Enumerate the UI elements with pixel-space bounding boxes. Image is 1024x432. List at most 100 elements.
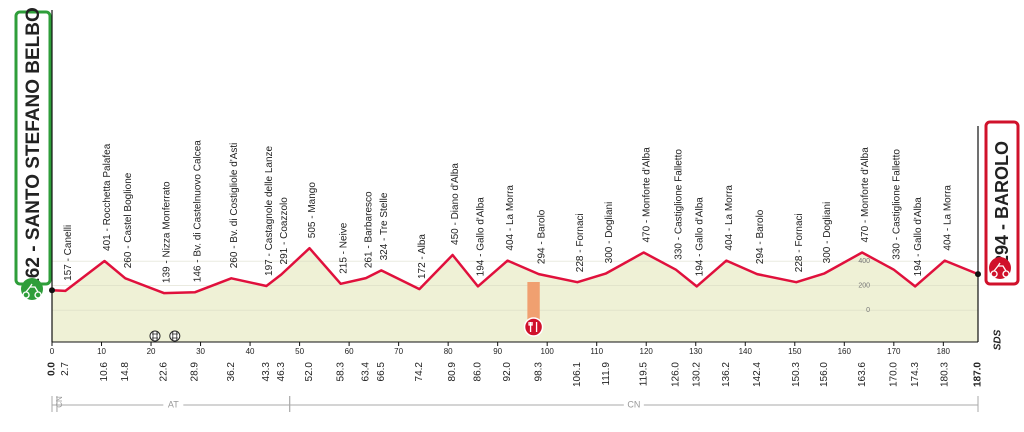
- waypoint-label: 172 - Alba: [417, 234, 428, 279]
- waypoint-label: 330 - Castiglione Falletto: [891, 149, 902, 260]
- waypoint-label: 194 - Gallo d'Alba: [476, 197, 487, 277]
- feed-icon: [523, 317, 544, 337]
- waypoint-label: 300 - Dogliani: [822, 202, 833, 264]
- x-tick-label: 60: [345, 347, 354, 356]
- waypoint-label: 404 - La Morra: [942, 185, 953, 251]
- waypoint-label: 470 - Monforte d'Alba: [860, 147, 871, 243]
- waypoint-label: 260 - Castel Boglione: [123, 172, 134, 268]
- finish-dot: [975, 271, 981, 278]
- km-label: 22.6: [159, 362, 170, 382]
- level-crossing: [169, 330, 181, 342]
- km-label: 170.0: [888, 362, 899, 387]
- y-tick-label: 400: [858, 258, 870, 265]
- profile-line: [51, 246, 979, 295]
- level-crossing-glyph: [171, 332, 178, 340]
- km-label: 28.9: [190, 362, 201, 382]
- km-label: 2.7: [60, 362, 71, 376]
- km-label: 106.1: [572, 362, 583, 387]
- x-tick-label: 180: [937, 347, 951, 356]
- x-tick-label: 110: [590, 347, 603, 356]
- km-label: 126.0: [671, 362, 682, 387]
- km-label: 80.9: [447, 362, 458, 382]
- region-label: CN: [627, 399, 640, 409]
- x-tick-label: 170: [887, 347, 901, 356]
- y-tick-label: 0: [866, 307, 870, 314]
- waypoint-label: 146 - Bv. di Castelnuovo Calcea: [193, 140, 204, 283]
- km-label: 163.6: [857, 362, 868, 387]
- level-crossing: [149, 330, 161, 342]
- start-label: 162 - SANTO STEFANO BELBO: [23, 7, 44, 289]
- km-label: 156.0: [819, 362, 830, 387]
- km-label: 58.3: [335, 362, 346, 382]
- x-tick-label: 80: [444, 347, 453, 356]
- bike-icon: [22, 283, 42, 299]
- waypoint-label: 470 - Monforte d'Alba: [641, 147, 652, 243]
- x-tick-label: 90: [493, 347, 502, 356]
- feed-icon-glyph: [528, 322, 538, 332]
- bike-icon: [990, 262, 1010, 278]
- region-label-bg: [163, 399, 184, 411]
- waypoint-label: 194 - Gallo d'Alba: [913, 197, 924, 277]
- x-tick-label: 140: [739, 347, 753, 356]
- km-label: 136.2: [721, 362, 732, 387]
- waypoint-label: 404 - La Morra: [724, 185, 735, 251]
- km-label: 63.4: [361, 362, 372, 382]
- finish-label: 294 - BAROLO: [992, 141, 1012, 265]
- km-label: 86.0: [473, 362, 484, 382]
- x-tick-label: 150: [788, 347, 802, 356]
- waypoint-label: 330 - Castiglione Falletto: [674, 149, 685, 260]
- waypoint-label: 194 - Gallo d'Alba: [694, 197, 705, 277]
- finish-box: [984, 120, 1020, 286]
- profile-area: [52, 248, 978, 342]
- y-tick-label: 200: [858, 282, 870, 289]
- waypoint-label: 291 - Coazzolo: [279, 197, 290, 265]
- km-label: 52.0: [304, 362, 315, 382]
- km-label: 43.3: [261, 362, 272, 382]
- km-label: 10.6: [99, 362, 110, 382]
- waypoint-label: 260 - Bv. di Costigliole d'Asti: [229, 143, 240, 269]
- waypoint-label: 157 - Canelli: [63, 225, 74, 281]
- x-tick-label: 20: [147, 347, 156, 356]
- km-label: 174.3: [910, 362, 921, 387]
- km-label: 0.0: [47, 362, 58, 376]
- start-icon: [21, 278, 43, 300]
- km-label: 142.4: [752, 362, 763, 387]
- x-tick-label: 50: [295, 347, 304, 356]
- waypoint-label: 401 - Rocchetta Palafea: [102, 143, 113, 251]
- region-label: AT: [168, 399, 179, 409]
- x-tick-label: 130: [689, 347, 703, 356]
- x-tick-label: 0: [50, 347, 55, 356]
- waypoint-label: 450 - Diano d'Alba: [450, 163, 461, 245]
- logo: SDS: [993, 329, 1004, 350]
- km-label: 92.0: [502, 362, 513, 382]
- waypoint-label: 404 - La Morra: [505, 185, 516, 251]
- km-label: 111.9: [601, 362, 612, 386]
- km-label: 98.3: [533, 362, 544, 382]
- km-label: 119.5: [638, 362, 649, 387]
- waypoint-label: 197 - Castagnole delle Lanze: [264, 145, 275, 276]
- start-dot: [49, 287, 55, 294]
- waypoint-label: 294 - Barolo: [536, 209, 547, 264]
- km-label: 46.3: [276, 362, 287, 382]
- x-tick-label: 160: [838, 347, 852, 356]
- waypoint-label: 505 - Mango: [307, 182, 318, 239]
- level-crossing-glyph: [151, 332, 158, 340]
- x-tick-label: 30: [196, 347, 205, 356]
- waypoint-label: 300 - Dogliani: [604, 202, 615, 264]
- x-tick-label: 120: [640, 347, 654, 356]
- region-label: CN: [55, 396, 64, 408]
- km-label: 14.8: [120, 362, 131, 382]
- waypoint-label: 228 - Fornaci: [794, 213, 805, 272]
- feed-zone: [527, 282, 540, 320]
- waypoint-label: 324 - Tre Stelle: [379, 192, 390, 260]
- km-label: 36.2: [226, 362, 237, 382]
- waypoint-label: 215 - Neive: [338, 222, 349, 274]
- waypoint-label: 261 - Barbaresco: [364, 191, 375, 268]
- region-label-bg: [623, 399, 644, 411]
- x-tick-label: 100: [541, 347, 555, 356]
- waypoint-label: 228 - Fornaci: [575, 213, 586, 272]
- km-label: 130.2: [691, 362, 702, 387]
- km-label: 180.3: [939, 362, 950, 387]
- finish-icon: [989, 257, 1011, 279]
